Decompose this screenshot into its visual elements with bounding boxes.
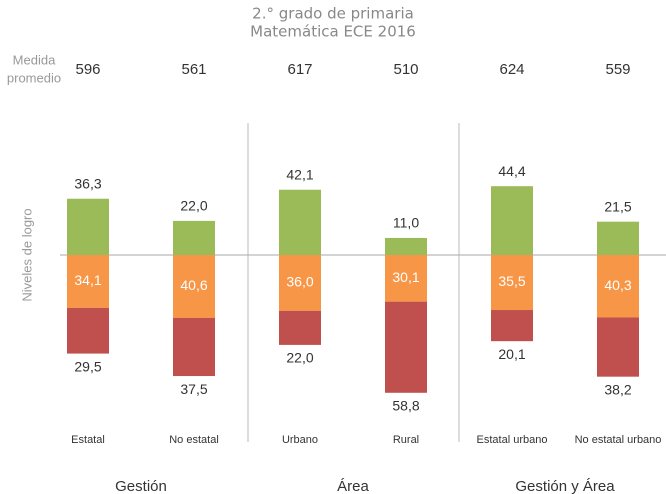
data-label: 30,1 (392, 269, 419, 285)
data-label: 29,5 (74, 358, 101, 374)
average-label: promedio (7, 70, 61, 85)
average-value: 617 (287, 61, 312, 78)
data-label: 40,3 (604, 277, 631, 293)
group-label: Gestión (115, 478, 167, 494)
bar-segment (279, 255, 321, 311)
bar-segment (173, 255, 215, 318)
group-label: Gestión y Área (515, 478, 615, 494)
data-label: 35,5 (498, 273, 525, 289)
bar-segment (597, 255, 639, 318)
bar-segment (173, 220, 215, 255)
average-value: 624 (499, 61, 524, 78)
bar-segment (173, 317, 215, 377)
bar-segment (279, 189, 321, 255)
x-tick-label: Estatal urbano (477, 434, 548, 446)
data-label: 11,0 (393, 215, 419, 231)
data-label: 36,0 (286, 274, 313, 290)
bar-segment (385, 301, 427, 393)
x-tick-label: Urbano (282, 434, 318, 446)
bar-segment (67, 255, 109, 308)
chart-title: 2.° grado de primaria (252, 5, 414, 23)
data-label: 40,6 (180, 277, 207, 293)
data-label: 44,4 (498, 163, 525, 179)
average-label: Medida (13, 52, 56, 67)
average-value: 559 (605, 61, 630, 78)
chart-title: Matemática ECE 2016 (250, 23, 416, 41)
bar-segment (597, 221, 639, 255)
bar-segment (385, 255, 427, 302)
data-label: 22,0 (180, 198, 207, 214)
data-label: 21,5 (604, 198, 631, 214)
average-value: 596 (75, 61, 100, 78)
bar-segment (491, 186, 533, 255)
bar-segment (279, 310, 321, 345)
x-tick-label: No estatal (169, 434, 219, 446)
data-label: 38,2 (604, 381, 631, 397)
average-value: 561 (181, 61, 206, 78)
y-axis-label: Niveles de logro (19, 208, 34, 301)
data-label: 42,1 (286, 166, 313, 182)
group-label: Área (337, 478, 369, 494)
average-value: 510 (393, 61, 418, 78)
x-tick-label: Rural (393, 434, 419, 446)
data-label: 34,1 (74, 272, 101, 288)
data-label: 37,5 (180, 381, 207, 397)
data-label: 58,8 (392, 397, 419, 413)
x-tick-label: Estatal (71, 434, 105, 446)
data-label: 22,0 (286, 350, 313, 366)
bar-segment (385, 237, 427, 255)
x-tick-label: No estatal urbano (575, 434, 662, 446)
bar-segment (491, 310, 533, 342)
bar-segment (597, 317, 639, 377)
bar-segment (67, 307, 109, 354)
bar-segment (67, 198, 109, 255)
bar-segment (491, 255, 533, 311)
data-label: 20,1 (498, 346, 525, 362)
data-label: 36,3 (74, 175, 101, 191)
